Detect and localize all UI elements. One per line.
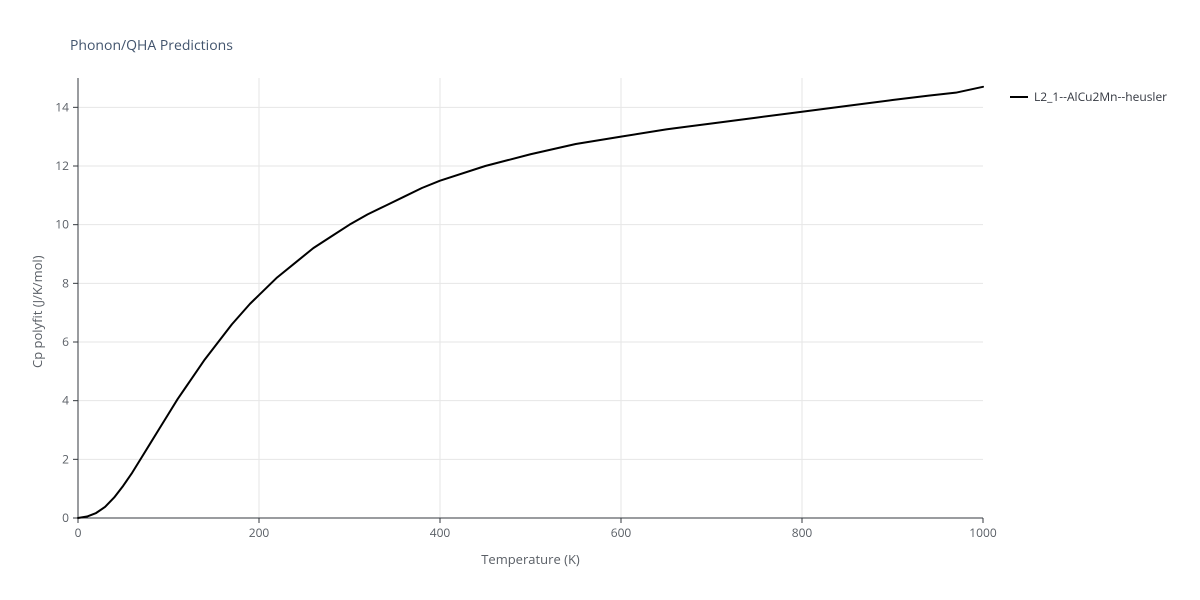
legend-text: L2_1--AlCu2Mn--heusler <box>1034 88 1167 105</box>
x-tick-label: 400 <box>430 524 451 541</box>
y-tick-label: 6 <box>62 333 69 350</box>
x-tick-label: 200 <box>249 524 270 541</box>
y-tick-label: 2 <box>62 450 69 467</box>
x-tick-label: 600 <box>611 524 632 541</box>
legend: L2_1--AlCu2Mn--heusler <box>1010 88 1167 105</box>
legend-swatch <box>1010 96 1028 98</box>
x-tick-label: 0 <box>75 524 82 541</box>
y-tick-label: 12 <box>55 157 69 174</box>
y-tick-label: 10 <box>55 216 69 233</box>
y-axis-label: Cp polyfit (J/K/mol) <box>28 255 46 368</box>
x-tick-label: 800 <box>792 524 813 541</box>
y-tick-label: 14 <box>55 98 69 115</box>
y-tick-label: 0 <box>62 509 69 526</box>
y-tick-label: 4 <box>62 392 69 409</box>
y-tick-label: 8 <box>62 274 69 291</box>
x-axis-label: Temperature (K) <box>471 550 591 568</box>
x-tick-label: 1000 <box>969 524 997 541</box>
series-line <box>78 87 983 518</box>
